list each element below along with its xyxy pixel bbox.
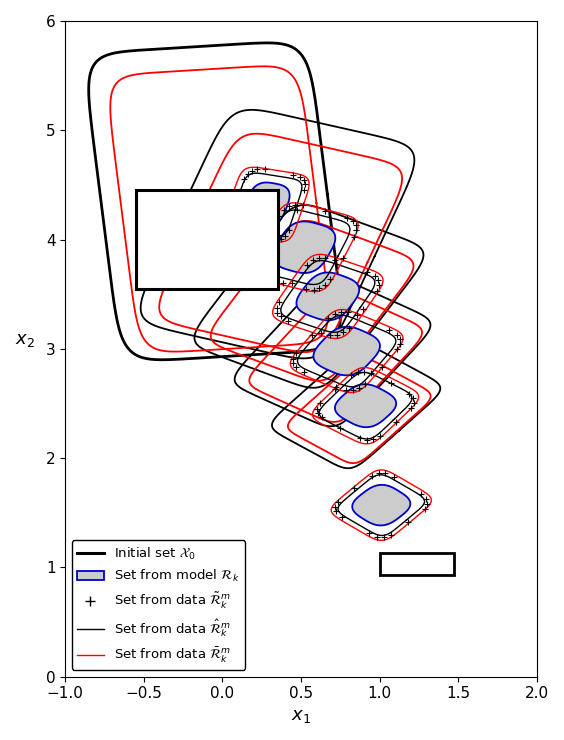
Polygon shape bbox=[352, 485, 411, 525]
Polygon shape bbox=[314, 327, 380, 375]
Polygon shape bbox=[297, 272, 359, 320]
X-axis label: $x_1$: $x_1$ bbox=[291, 707, 311, 725]
Y-axis label: $x_2$: $x_2$ bbox=[15, 331, 35, 349]
Polygon shape bbox=[273, 221, 336, 273]
Bar bbox=[380, 554, 453, 575]
Polygon shape bbox=[335, 384, 396, 427]
Legend: Initial set $\mathcal{X}_0$, Set from model $\mathcal{R}_k$, Set from data $\til: Initial set $\mathcal{X}_0$, Set from mo… bbox=[72, 540, 245, 670]
Bar bbox=[136, 190, 277, 289]
Polygon shape bbox=[244, 183, 289, 226]
